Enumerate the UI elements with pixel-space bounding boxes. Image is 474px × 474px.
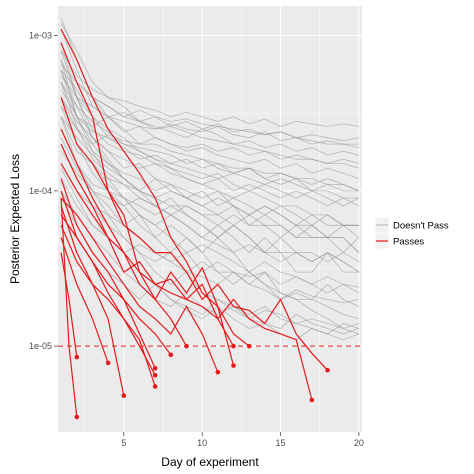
- pass-series-endpoint-6: [215, 369, 221, 375]
- fail-series-line-29: [60, 82, 360, 192]
- pass-series-line-5: [60, 163, 235, 366]
- fail-series-line-7: [60, 97, 360, 320]
- x-axis-title: Day of experiment: [161, 455, 259, 469]
- fail-series-line-13: [60, 82, 360, 335]
- fail-series-group: [60, 17, 360, 341]
- legend-label-pass: Passes: [393, 237, 424, 248]
- x-tick-label-2: 15: [276, 438, 286, 448]
- legend: Doesn't Pass Passes: [374, 216, 449, 250]
- pass-series-endpoint-3: [309, 397, 315, 403]
- pass-series-line-10: [60, 225, 156, 387]
- fail-series-line-30: [60, 137, 360, 335]
- pass-series-line-12: [60, 237, 109, 364]
- pass-series-line-0: [60, 42, 188, 347]
- pass-series-endpoint-10: [152, 384, 158, 389]
- fail-series-line-27: [60, 106, 360, 273]
- fail-series-line-18: [60, 116, 359, 304]
- pass-series-endpoint-2: [325, 367, 330, 373]
- fail-series-line-12: [60, 23, 359, 156]
- pass-series-endpoint-12: [105, 360, 111, 366]
- y-tick-label-2: 1e-03: [29, 31, 52, 41]
- x-tick-label-3: 20: [354, 438, 364, 448]
- fail-series-line-16: [60, 190, 360, 335]
- fail-series-line-24: [60, 75, 360, 179]
- y-axis-title: Posterior Expected Loss: [8, 154, 22, 284]
- legend-label-fail: Doesn't Pass: [393, 221, 449, 232]
- fail-series-line-5: [60, 69, 360, 239]
- pass-series-endpoint-13: [74, 354, 80, 360]
- fail-series-line-23: [60, 42, 360, 254]
- fail-series-line-21: [60, 97, 360, 253]
- pass-series-line-13: [60, 252, 78, 358]
- fail-series-line-26: [60, 64, 359, 142]
- fail-series-line-15: [60, 163, 360, 263]
- fail-series-line-33: [60, 116, 359, 226]
- fail-series-line-14: [60, 89, 359, 145]
- pass-series-line-4: [60, 128, 235, 347]
- pass-series-endpoint-5: [231, 363, 236, 368]
- fail-series-line-31: [60, 69, 359, 288]
- pass-series-line-6: [60, 197, 219, 373]
- x-tick-label-0: 5: [121, 438, 126, 448]
- pass-series-endpoint-8: [152, 366, 158, 371]
- pass-series-endpoint-7: [168, 352, 174, 358]
- fail-series-line-9: [60, 106, 360, 164]
- pass-series-line-8: [60, 178, 156, 369]
- pass-series-endpoint-11: [121, 393, 127, 398]
- x-tick-label-1: 10: [197, 438, 207, 448]
- y-axis: 1e-05 1e-04 1e-03: [29, 31, 58, 351]
- fail-series-line-17: [60, 50, 359, 127]
- fail-series-line-28: [60, 150, 360, 253]
- y-tick-label-1: 1e-04: [29, 186, 52, 196]
- fail-series-line-3: [60, 50, 359, 226]
- pass-series-endpoint-9: [152, 372, 158, 378]
- x-axis: 5 10 15 20: [121, 432, 364, 448]
- fail-series-line-32: [60, 97, 360, 207]
- fail-series-line-20: [60, 59, 359, 192]
- pass-series-line-2: [60, 97, 328, 371]
- pass-series-endpoint-14: [74, 414, 80, 420]
- pass-series-line-11: [60, 205, 125, 396]
- y-tick-label-0: 1e-05: [29, 341, 52, 351]
- fail-series-line-8: [60, 116, 359, 226]
- fail-series-line-6: [60, 82, 359, 199]
- fail-series-line-1: [60, 28, 360, 169]
- plot-panel: [58, 6, 362, 432]
